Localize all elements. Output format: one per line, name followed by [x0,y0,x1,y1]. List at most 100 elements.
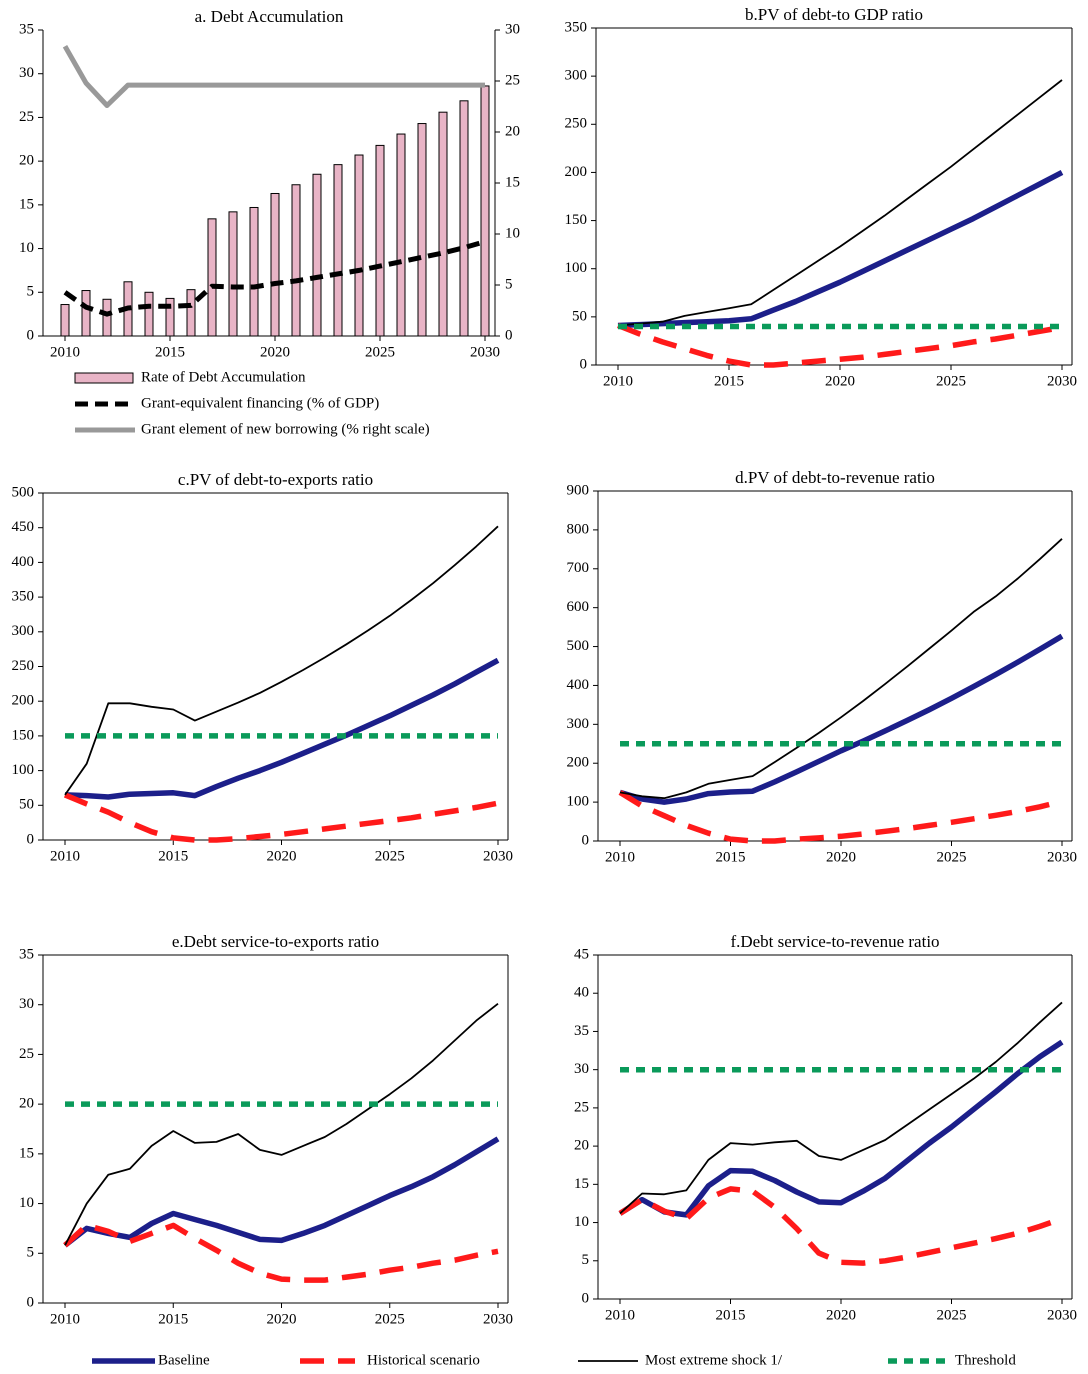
y-tick-label: 0 [27,327,35,343]
x-tick-label: 2015 [155,344,185,360]
y-tick-label: 30 [574,1061,589,1077]
y-tick-label: 50 [19,797,34,813]
y-tick-label: 5 [27,1245,35,1261]
y-tick-label: 100 [567,794,590,810]
y-tick-label: 10 [19,240,34,256]
y-tick-label: 35 [574,1023,589,1039]
line [64,657,500,800]
y2-tick-label: 30 [505,21,520,37]
chart-title: e.Debt service-to-exports ratio [172,932,379,951]
y-tick-label: 350 [12,589,35,605]
bar [417,123,427,337]
bar [375,144,385,337]
x-tick-label: 2020 [267,1311,297,1327]
x-tick-label: 2025 [937,849,967,865]
y-tick-label: 25 [19,109,34,125]
line [617,79,1063,327]
bar [312,173,322,337]
line [619,1001,1063,1215]
x-tick-label: 2015 [716,1307,746,1323]
line [619,633,1064,805]
y-tick-label: 500 [567,638,590,654]
y2-tick-label: 20 [505,123,520,139]
bar [102,298,112,337]
x-tick-label: 2025 [937,1307,967,1323]
bar [165,297,175,337]
line [619,538,1063,800]
y2-tick-label: 25 [505,72,520,88]
x-tick-label: 2030 [470,344,500,360]
bar [207,218,217,337]
y-tick-label: 10 [19,1195,34,1211]
legend-label: Rate of Debt Accumulation [141,369,306,385]
y-tick-label: 0 [582,1290,590,1306]
y-tick-label: 20 [574,1138,589,1154]
y-tick-label: 200 [567,755,590,771]
line [63,1136,500,1248]
chart-title: f.Debt service-to-revenue ratio [730,932,939,951]
x-tick-label: 2020 [260,344,290,360]
bar [438,111,448,337]
bar [144,291,154,337]
bar [81,290,91,337]
legend-label: Baseline [158,1352,210,1368]
x-tick-label: 2030 [483,848,513,864]
chart-title: c.PV of debt-to-exports ratio [178,470,373,489]
chart-title: a. Debt Accumulation [195,7,344,26]
y-tick-label: 600 [567,599,590,615]
y-tick-label: 30 [19,996,34,1012]
legend-label: Threshold [955,1352,1016,1368]
bar [249,206,259,337]
y-tick-label: 100 [565,260,588,276]
line [63,792,499,843]
line [64,1002,499,1246]
y-tick-label: 400 [567,677,590,693]
y-tick-label: 25 [574,1099,589,1115]
x-tick-label: 2010 [50,1311,80,1327]
line [63,239,486,317]
x-tick-label: 2030 [1047,373,1077,389]
y2-tick-label: 0 [505,327,513,343]
x-tick-label: 2025 [365,344,395,360]
bar [291,184,301,337]
bar [396,133,406,337]
x-tick-label: 2015 [158,848,188,864]
y-tick-label: 0 [582,832,590,848]
line [63,1222,499,1283]
y-tick-label: 350 [565,19,588,35]
line [616,322,1063,368]
y-tick-label: 25 [19,1046,34,1062]
y-tick-label: 400 [12,554,35,570]
x-tick-label: 2010 [50,848,80,864]
y-tick-label: 15 [19,1145,34,1161]
line [617,169,1064,329]
bar [333,164,343,337]
x-tick-label: 2030 [1047,1307,1077,1323]
bar [270,192,280,337]
y-tick-label: 200 [12,693,35,709]
y-tick-label: 450 [12,519,35,535]
y2-tick-label: 5 [505,276,513,292]
x-tick-label: 2010 [605,849,635,865]
y-tick-label: 35 [19,946,34,962]
y2-tick-label: 15 [505,174,520,190]
x-tick-label: 2010 [50,344,80,360]
line [618,1039,1064,1218]
y2-tick-label: 10 [505,225,520,241]
chart-title: b.PV of debt-to GDP ratio [745,5,923,24]
x-tick-label: 2020 [826,1307,856,1323]
line [618,790,1063,844]
y-tick-label: 200 [565,164,588,180]
y-tick-label: 45 [574,946,589,962]
bar [354,154,364,337]
x-tick-label: 2025 [375,848,405,864]
x-tick-label: 2020 [825,373,855,389]
y-tick-label: 40 [574,985,589,1001]
y-tick-label: 500 [12,484,35,500]
y-tick-label: 250 [12,658,35,674]
y-tick-label: 15 [574,1176,589,1192]
y-tick-label: 35 [19,21,34,37]
x-tick-label: 2010 [605,1307,635,1323]
y-tick-label: 0 [580,356,588,372]
x-tick-label: 2030 [1047,849,1077,865]
